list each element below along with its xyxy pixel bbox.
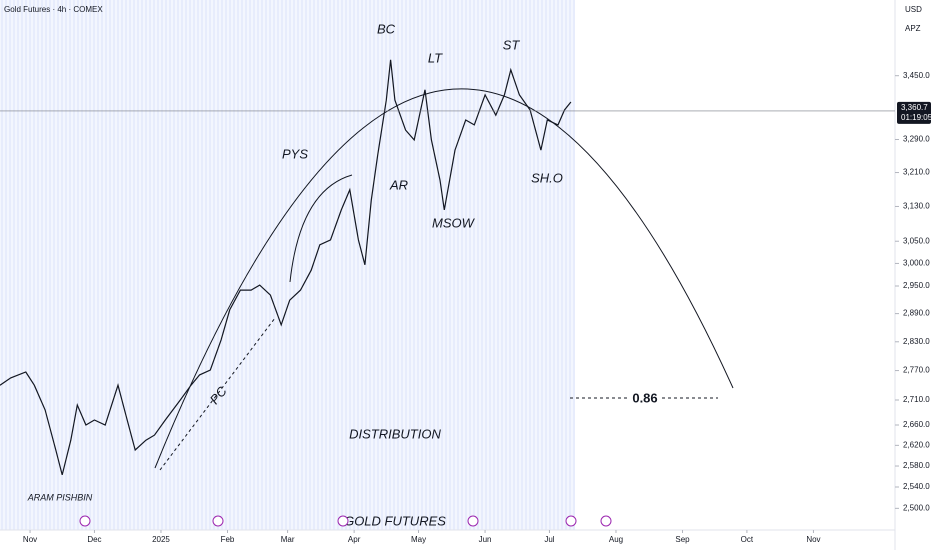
- countdown: 01:19:05: [901, 113, 932, 122]
- y-tick-label: 3,210.0: [903, 168, 930, 177]
- x-tick-label: Aug: [609, 535, 623, 544]
- y-tick-label: 3,130.0: [903, 202, 930, 211]
- annotation: SH.O: [531, 170, 563, 185]
- price-line: [0, 59, 572, 476]
- annotation: DISTRIBUTION: [349, 426, 441, 441]
- y-tick-label: 2,890.0: [903, 309, 930, 318]
- y-tick-label: 3,000.0: [903, 259, 930, 268]
- last-price-tag: [897, 101, 931, 124]
- annotation: ST: [503, 37, 521, 52]
- y-tick-label: 2,660.0: [903, 420, 930, 429]
- y-tick-label: 2,770.0: [903, 366, 930, 375]
- x-tick-label: Nov: [806, 535, 820, 544]
- annotation: PYS: [282, 146, 308, 161]
- distribution-curve: [154, 88, 734, 469]
- x-tick-label: Oct: [741, 535, 754, 544]
- y-tick-label: 3,450.0: [903, 71, 930, 80]
- scale-mode: APZ: [905, 24, 921, 33]
- pc-line: [159, 317, 276, 471]
- y-tick-label: 2,950.0: [903, 281, 930, 290]
- y-tick-label: 2,830.0: [903, 337, 930, 346]
- y-tick-label: 2,620.0: [903, 440, 930, 449]
- y-tick-label: 2,710.0: [903, 395, 930, 404]
- x-tick-label: Feb: [221, 535, 235, 544]
- x-tick-label: May: [411, 535, 426, 544]
- y-tick-label: 2,540.0: [903, 482, 930, 491]
- x-tick-label: Nov: [23, 535, 37, 544]
- annotation: MSOW: [432, 215, 476, 230]
- y-tick-label: 2,500.0: [903, 503, 930, 512]
- x-tick-label: Jun: [479, 535, 492, 544]
- y-tick-label: 2,580.0: [903, 461, 930, 470]
- chart-title: Gold Futures · 4h · COMEX: [4, 5, 103, 14]
- currency: USD: [905, 5, 922, 14]
- annotation: LT: [428, 50, 443, 65]
- x-tick-label: Apr: [348, 535, 361, 544]
- session-shading: [0, 0, 575, 530]
- ratio-label: 0.86: [632, 390, 657, 405]
- arc-drawing: [289, 174, 353, 283]
- event-icons: [79, 515, 612, 527]
- x-tick-label: 2025: [152, 535, 170, 544]
- annotation: AR: [389, 177, 408, 192]
- x-tick-label: Mar: [281, 535, 295, 544]
- x-tick-label: Sep: [675, 535, 690, 544]
- annotation: ARAM PISHBIN: [27, 492, 93, 502]
- x-tick-label: Jul: [544, 535, 554, 544]
- annotation: GOLD FUTURES: [344, 513, 446, 528]
- y-tick-label: 3,290.0: [903, 135, 930, 144]
- x-tick-label: Dec: [87, 535, 101, 544]
- last-price-label: 3,360.7: [901, 103, 928, 112]
- y-tick-label: 3,050.0: [903, 236, 930, 245]
- annotation: BC: [377, 21, 396, 36]
